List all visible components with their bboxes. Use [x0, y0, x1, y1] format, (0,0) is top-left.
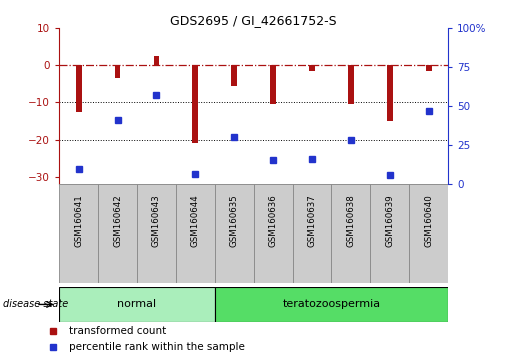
Text: GSM160635: GSM160635 — [230, 194, 238, 247]
Text: GSM160642: GSM160642 — [113, 194, 122, 247]
Text: GSM160643: GSM160643 — [152, 194, 161, 247]
Bar — [215, 184, 253, 283]
Text: teratozoospermia: teratozoospermia — [282, 299, 381, 309]
Bar — [76, 65, 81, 112]
Bar — [176, 184, 215, 283]
Bar — [59, 184, 98, 283]
Bar — [387, 65, 392, 121]
Text: percentile rank within the sample: percentile rank within the sample — [68, 342, 245, 352]
Bar — [215, 287, 448, 322]
Bar — [137, 184, 176, 283]
Bar — [153, 56, 159, 65]
Bar — [332, 184, 370, 283]
Bar — [98, 184, 137, 283]
Text: normal: normal — [117, 299, 157, 309]
Text: transformed count: transformed count — [68, 326, 166, 336]
Text: disease state: disease state — [3, 299, 68, 309]
Bar — [193, 65, 198, 143]
Bar — [293, 184, 332, 283]
Text: GSM160636: GSM160636 — [269, 194, 278, 247]
Bar — [270, 65, 276, 104]
Title: GDS2695 / GI_42661752-S: GDS2695 / GI_42661752-S — [170, 14, 337, 27]
Text: GSM160644: GSM160644 — [191, 194, 200, 247]
Text: GSM160641: GSM160641 — [74, 194, 83, 247]
Bar — [409, 184, 448, 283]
Text: GSM160639: GSM160639 — [385, 194, 394, 247]
Bar — [231, 65, 237, 86]
Bar — [348, 65, 354, 104]
Bar — [309, 65, 315, 71]
Bar — [253, 184, 293, 283]
Bar — [370, 184, 409, 283]
Bar — [426, 65, 432, 71]
Bar — [59, 287, 215, 322]
Text: GSM160640: GSM160640 — [424, 194, 433, 247]
Text: GSM160637: GSM160637 — [307, 194, 316, 247]
Bar — [115, 65, 121, 78]
Text: GSM160638: GSM160638 — [347, 194, 355, 247]
